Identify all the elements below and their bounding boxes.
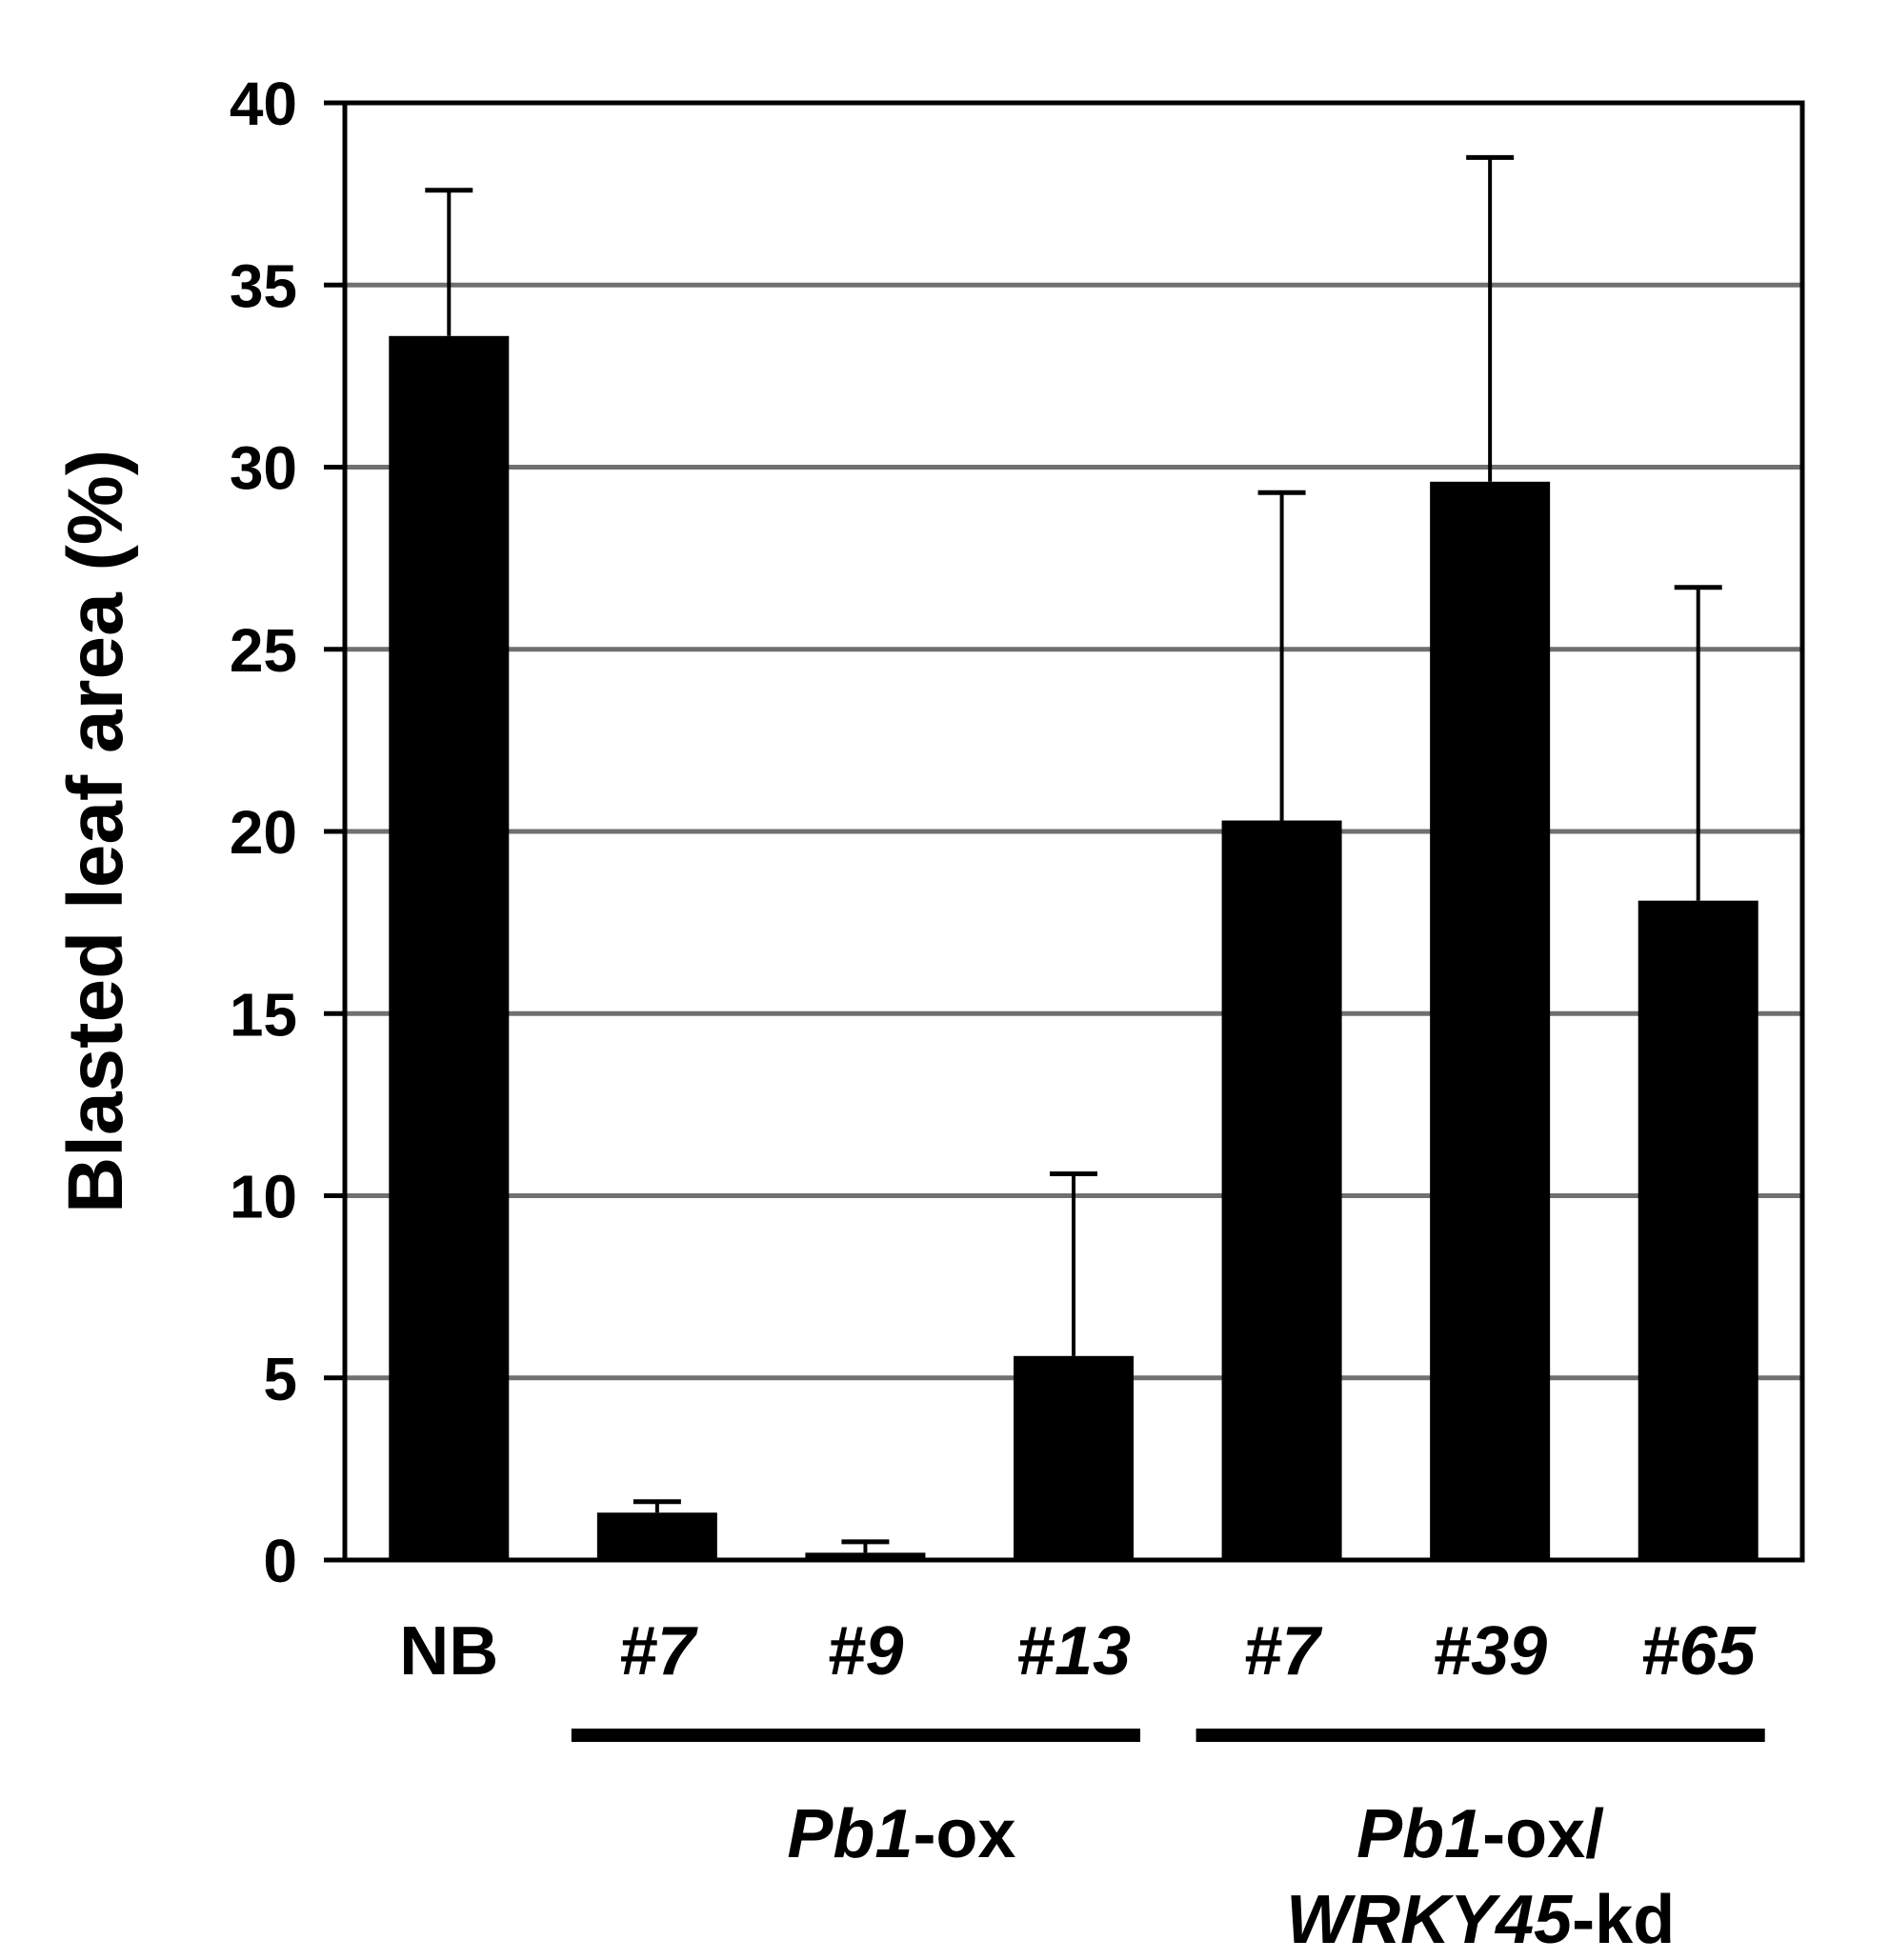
y-tick-label: 0 bbox=[263, 1527, 297, 1595]
x-tick-label: #7 bbox=[1244, 1613, 1323, 1690]
y-tick-label: 35 bbox=[230, 251, 297, 320]
bar bbox=[1014, 1355, 1134, 1560]
group-label-line2: WRKY45-kd bbox=[1286, 1882, 1675, 1958]
bar bbox=[389, 335, 510, 1560]
y-tick-label: 15 bbox=[230, 980, 297, 1049]
x-tick-label: NB bbox=[399, 1613, 498, 1690]
gridlines bbox=[345, 282, 1802, 1381]
y-axis-ticks: 0 5 10 15 20 25 30 35 40 bbox=[230, 70, 345, 1595]
bar bbox=[596, 1512, 717, 1560]
x-tick-label: #9 bbox=[827, 1613, 903, 1690]
group-label-line1: Pb1-ox/ bbox=[1356, 1796, 1604, 1872]
x-tick-label: #39 bbox=[1433, 1613, 1547, 1690]
bar bbox=[1638, 900, 1758, 1560]
y-tick-label: 20 bbox=[230, 798, 297, 867]
group-label: Pb1-ox bbox=[787, 1796, 1015, 1872]
bar bbox=[805, 1552, 926, 1560]
y-tick-label: 10 bbox=[230, 1163, 297, 1231]
x-tick-label: #65 bbox=[1641, 1613, 1757, 1690]
y-tick-label: 30 bbox=[230, 434, 297, 503]
x-tick-label: #13 bbox=[1016, 1613, 1131, 1690]
bars bbox=[389, 335, 1758, 1560]
x-tick-label: #7 bbox=[619, 1613, 698, 1690]
y-axis-title: Blasted leaf area (%) bbox=[52, 450, 139, 1213]
y-tick-label: 25 bbox=[230, 616, 297, 685]
plot-frame bbox=[342, 100, 1805, 1563]
bar bbox=[1430, 481, 1551, 1560]
y-tick-label: 40 bbox=[230, 70, 297, 138]
x-axis-labels: NB #7 #9 #13 #7 #39 #65 bbox=[399, 1613, 1756, 1690]
error-bars bbox=[425, 154, 1722, 1553]
y-tick-label: 5 bbox=[263, 1345, 297, 1413]
group-labels: Pb1-ox Pb1-ox/WRKY45-kd bbox=[571, 1729, 1765, 1958]
bar bbox=[1221, 820, 1342, 1560]
